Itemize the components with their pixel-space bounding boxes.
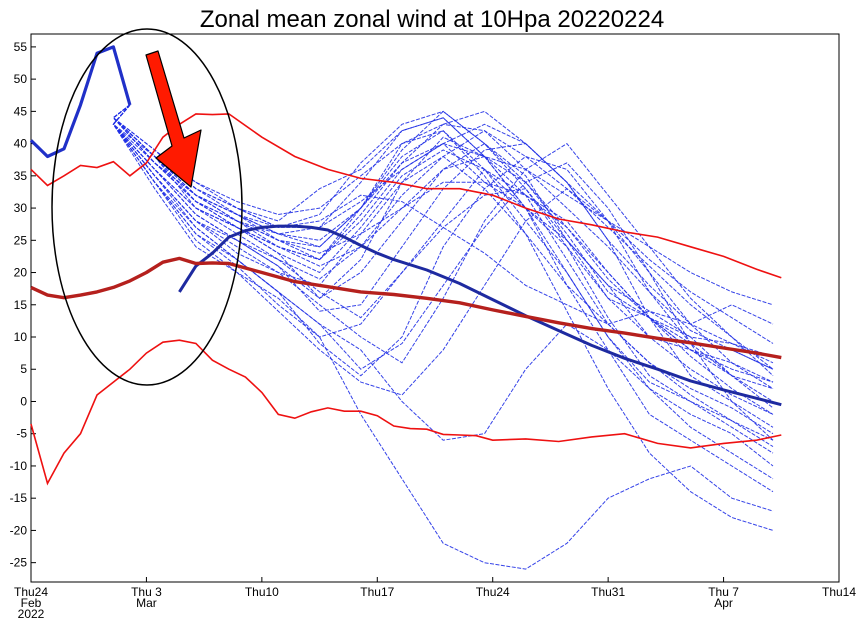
y-tick-label: -25 (10, 556, 28, 570)
ensemble-member-line (30, 46, 774, 325)
y-axis: -25 -20 -15 -10 -5 0 5 10 15 20 25 30 35 40 45 50 55 (10, 40, 36, 570)
climatology-max-line (30, 113, 782, 279)
ensemble-member-line (30, 46, 774, 383)
y-tick-label: 25 (14, 233, 28, 247)
x-tick-label: 2022 (18, 607, 45, 621)
y-tick-label: 50 (14, 72, 28, 86)
y-tick-label: 55 (14, 40, 28, 54)
y-tick-label: 15 (14, 298, 28, 312)
ensemble-member-line (30, 46, 774, 441)
chart-title: Zonal mean zonal wind at 10Hpa 20220224 (200, 6, 664, 33)
x-tick-label: Thu24 (476, 585, 510, 599)
ensemble-member-line (30, 46, 774, 383)
ensemble-member-line (30, 46, 774, 467)
y-tick-label: -20 (10, 523, 28, 537)
y-tick-label: -10 (10, 459, 28, 473)
x-tick-label: Thu17 (360, 585, 394, 599)
x-tick-label: Thu31 (591, 585, 625, 599)
x-tick-label: Thu24 (14, 585, 48, 599)
climatology-mean-line (30, 256, 782, 360)
annotations (51, 28, 243, 386)
ensemble-mean-line (178, 224, 782, 407)
ensemble-member-line (30, 46, 774, 415)
y-tick-label: 30 (14, 201, 28, 215)
ensemble-member-line (30, 46, 774, 435)
y-tick-label: -5 (16, 427, 27, 441)
red-arrow-icon (145, 50, 202, 188)
ensemble-member-line (30, 46, 774, 402)
x-tick-label: Thu14 (822, 585, 856, 599)
x-tick-label: Thu 7 (708, 585, 739, 599)
y-tick-label: 35 (14, 169, 28, 183)
x-tick-label: Mar (136, 596, 157, 610)
highlight-ellipse (51, 28, 243, 386)
y-tick-label: 45 (14, 104, 28, 118)
ensemble-members (29, 45, 782, 570)
y-tick-label: 5 (20, 362, 27, 376)
ensemble-member-line (30, 46, 774, 493)
x-tick-label: Thu 3 (131, 585, 162, 599)
ensemble-member-line (30, 46, 774, 454)
climatology-lines (30, 113, 782, 486)
y-tick-label: 0 (20, 394, 27, 408)
ensemble-member-line (30, 46, 774, 415)
plot-frame (30, 33, 840, 583)
ensemble-start-line (29, 45, 132, 159)
y-tick-label: 40 (14, 137, 28, 151)
ensemble-member-line (30, 46, 774, 377)
y-tick-label: 20 (14, 266, 28, 280)
ensemble-member-line (30, 46, 774, 409)
climatology-min-line (30, 339, 782, 486)
ensemble-member-line (30, 46, 774, 441)
y-tick-label: 10 (14, 330, 28, 344)
ensemble-member-line (30, 46, 774, 344)
y-tick-label: -15 (10, 491, 28, 505)
x-tick-label: Thu10 (245, 585, 279, 599)
x-tick-label: Apr (714, 596, 733, 610)
x-tick-label: Feb (21, 596, 42, 610)
